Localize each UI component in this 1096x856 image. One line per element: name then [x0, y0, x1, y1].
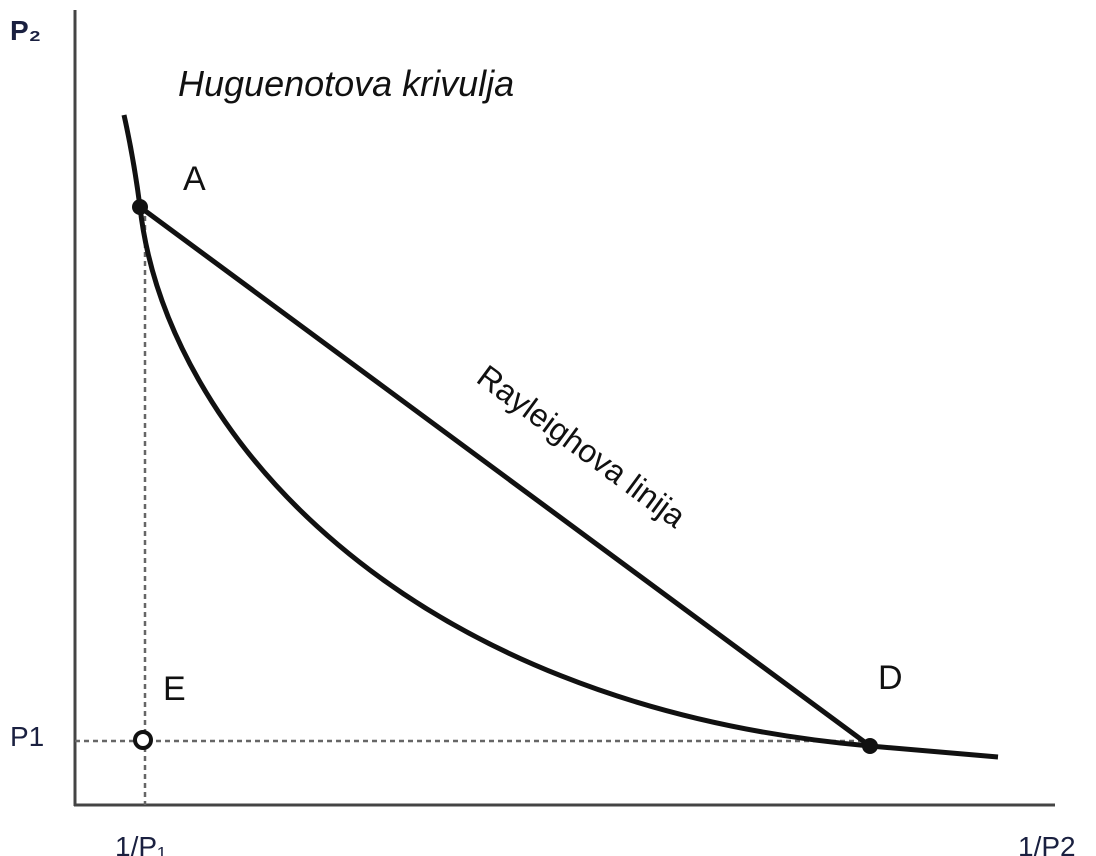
point-a-label: A — [183, 160, 206, 198]
rayleigh-line — [138, 204, 872, 749]
hugoniot-curve — [121, 114, 999, 760]
x-axis-label-right: 1/P2 — [1018, 831, 1076, 856]
point-e — [133, 730, 153, 750]
x-axis-label-left: 1/P₁ — [115, 831, 166, 856]
point-a — [132, 199, 148, 215]
y-axis-label: P₂ — [10, 15, 41, 46]
point-d — [862, 738, 878, 754]
y-tick-label: P1 — [10, 721, 44, 752]
point-d-label: D — [878, 659, 903, 697]
title: Huguenotova krivulja — [178, 63, 514, 104]
rayleigh-label: Rayleighova linija — [471, 358, 693, 535]
point-e-label: E — [163, 670, 186, 708]
